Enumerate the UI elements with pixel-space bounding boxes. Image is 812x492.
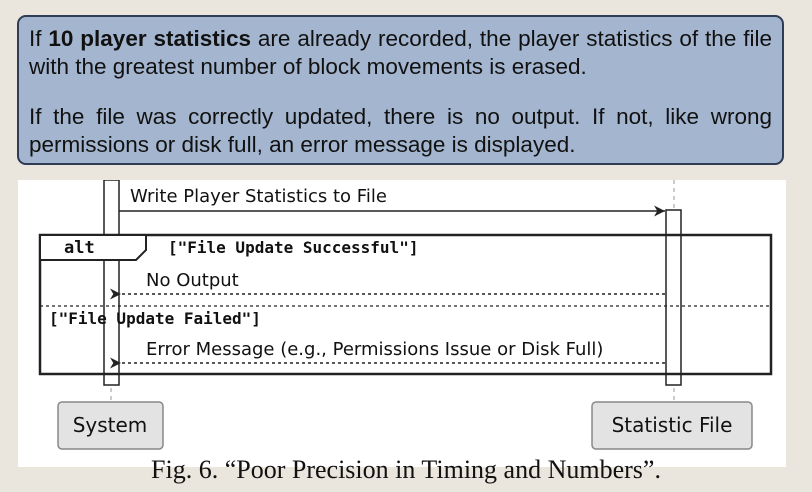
sequence-diagram: Write Player Statistics to File alt ["Fi… [18,180,786,467]
note-emphasis: 10 player statistics [48,26,252,51]
alt-frame [38,233,773,376]
note-paragraph-1: If 10 player statistics are already reco… [29,26,772,79]
participant-system-box [57,401,164,450]
alt-keyword: alt [64,238,95,258]
error-message-label: Error Message (e.g., Permissions Issue o… [146,339,603,360]
participant-system-label: System [73,413,148,437]
note-paragraph-2: If the file was correctly updated, there… [29,104,772,157]
no-output-label: No Output [146,270,239,291]
alt-guard-failed: ["File Update Failed"] [49,309,261,328]
system-activation-bar [103,180,120,386]
participant-file-box [591,401,753,450]
alt-frame-tab [39,234,147,261]
write-message-label: Write Player Statistics to File [130,186,387,207]
figure-caption: Fig. 6. “Poor Precision in Timing and Nu… [151,455,661,484]
participant-file-label: Statistic File [612,413,733,437]
description-note: If 10 player statistics are already reco… [17,15,784,165]
alt-guard-success: ["File Update Successful"] [168,238,418,257]
file-activation-bar [665,209,682,386]
